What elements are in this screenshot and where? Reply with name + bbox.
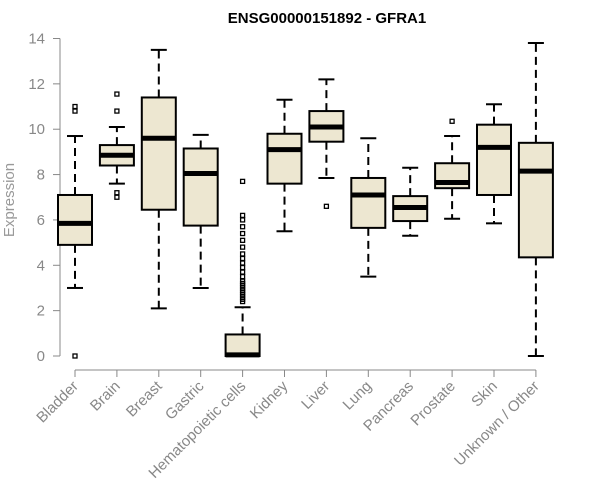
y-tick-label: 10	[28, 121, 45, 138]
box	[266, 132, 303, 185]
box-group	[266, 98, 303, 233]
x-tick-label: Bladder	[33, 378, 82, 427]
box-group	[308, 78, 345, 209]
y-tick-label: 4	[37, 257, 45, 274]
x-tick-label: Lung	[340, 378, 376, 414]
y-tick-label: 0	[37, 348, 45, 365]
x-tick-label: Breast	[123, 377, 166, 420]
boxes	[57, 42, 554, 359]
outlier-point	[239, 264, 246, 271]
box	[57, 193, 93, 246]
box	[182, 147, 219, 227]
outlier-point	[239, 273, 246, 280]
outlier-point	[72, 353, 78, 359]
outlier-point	[239, 260, 246, 266]
y-tick-label: 12	[28, 76, 45, 93]
y-tick-label: 14	[28, 31, 45, 48]
y-axis-label: Expression	[1, 163, 18, 237]
box-group	[517, 42, 554, 357]
y-axis: 0 2 4 6 8 10 12 14	[28, 31, 61, 365]
outlier-point	[239, 217, 246, 223]
outlier-point	[239, 212, 246, 219]
outlier-point	[239, 255, 246, 262]
box-group	[140, 48, 177, 310]
outlier-point	[323, 203, 330, 209]
outlier-point	[239, 237, 246, 243]
box-group	[224, 178, 261, 358]
outlier-point	[72, 103, 78, 110]
box-group	[476, 103, 512, 225]
outlier-point	[114, 194, 120, 200]
outlier-point	[449, 118, 455, 124]
outlier-point	[114, 108, 120, 114]
box	[517, 141, 554, 259]
outlier-point	[239, 230, 246, 237]
outlier-point	[239, 224, 246, 230]
x-tick-label: Prostate	[407, 378, 459, 430]
box	[476, 123, 512, 196]
box-group	[57, 103, 93, 359]
x-tick-label: Liver	[298, 378, 333, 413]
outlier-point	[114, 190, 120, 196]
outlier-point	[239, 269, 246, 275]
outlier-point	[72, 108, 78, 114]
box-group	[350, 137, 387, 278]
box	[140, 96, 177, 211]
chart-title: ENSG00000151892 - GFRA1	[228, 10, 426, 27]
box	[350, 176, 387, 229]
box-group	[182, 133, 219, 289]
y-tick-label: 2	[37, 303, 45, 320]
box-group	[392, 166, 429, 237]
outlier-point	[239, 178, 246, 185]
y-tick-label: 8	[37, 167, 45, 184]
y-tick-label: 6	[37, 212, 45, 229]
outlier-point	[239, 251, 246, 257]
outlier-point	[239, 244, 246, 250]
outlier-point	[114, 91, 120, 97]
x-tick-label: Skin	[468, 378, 501, 411]
x-tick-label: Brain	[87, 378, 124, 415]
box-group	[434, 118, 471, 220]
box-group	[98, 91, 135, 200]
x-tick-label: Kidney	[247, 377, 292, 422]
